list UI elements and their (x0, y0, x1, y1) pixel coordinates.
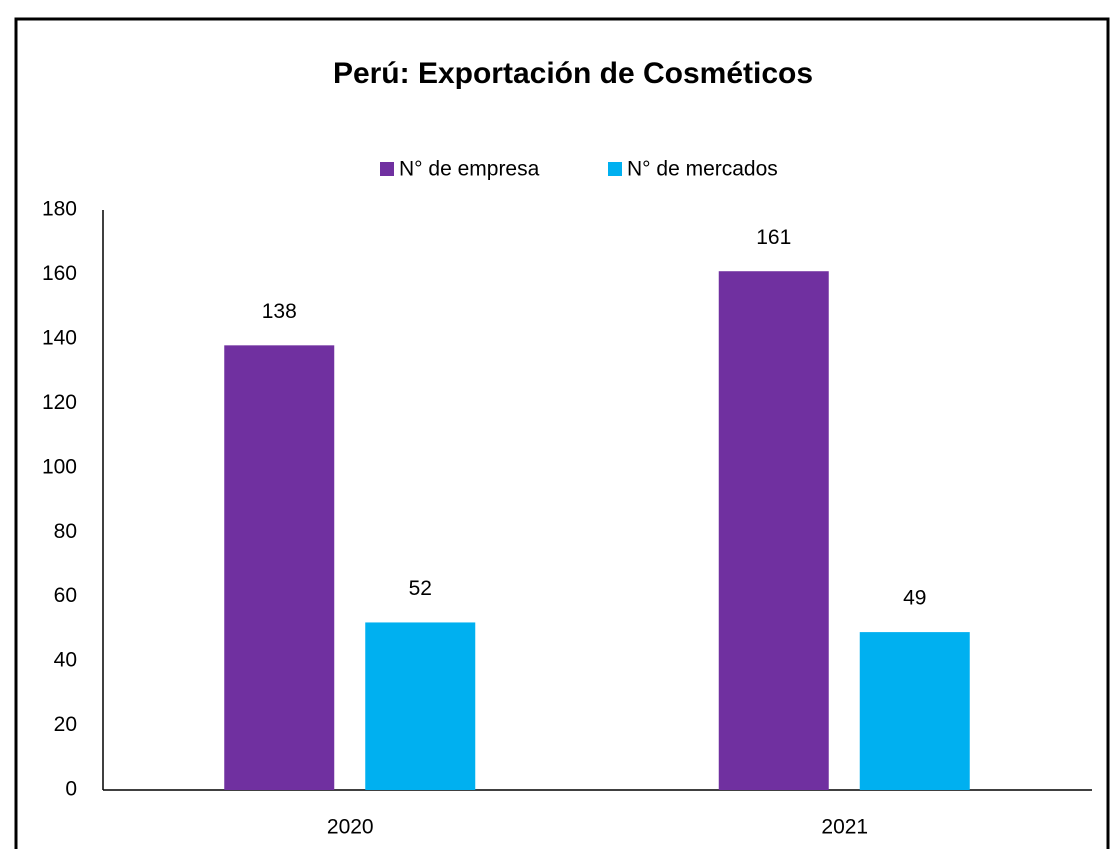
data-label: 138 (262, 300, 297, 323)
data-label: 161 (756, 226, 791, 249)
bar (718, 271, 829, 790)
x-tick-label: 2021 (821, 816, 868, 839)
legend-label: N° de empresa (399, 158, 540, 181)
bar (365, 622, 476, 790)
legend-label: N° de mercados (627, 158, 778, 181)
y-tick-label: 120 (42, 391, 77, 414)
chart-title: Perú: Exportación de Cosméticos (333, 57, 813, 90)
legend-swatch (380, 162, 394, 176)
y-tick-label: 160 (42, 262, 77, 285)
data-label: 52 (409, 577, 432, 600)
y-tick-label: 140 (42, 326, 77, 349)
y-tick-label: 60 (54, 584, 77, 607)
y-tick-label: 0 (65, 778, 77, 801)
legend-swatch (608, 162, 622, 176)
y-tick-label: 80 (54, 520, 77, 543)
y-tick-label: 100 (42, 455, 77, 478)
bar (859, 632, 970, 790)
y-tick-label: 20 (54, 713, 77, 736)
data-label: 49 (903, 587, 926, 610)
y-tick-label: 40 (54, 649, 77, 672)
x-tick-label: 2020 (327, 816, 374, 839)
y-tick-label: 180 (42, 198, 77, 221)
bar (224, 345, 335, 790)
